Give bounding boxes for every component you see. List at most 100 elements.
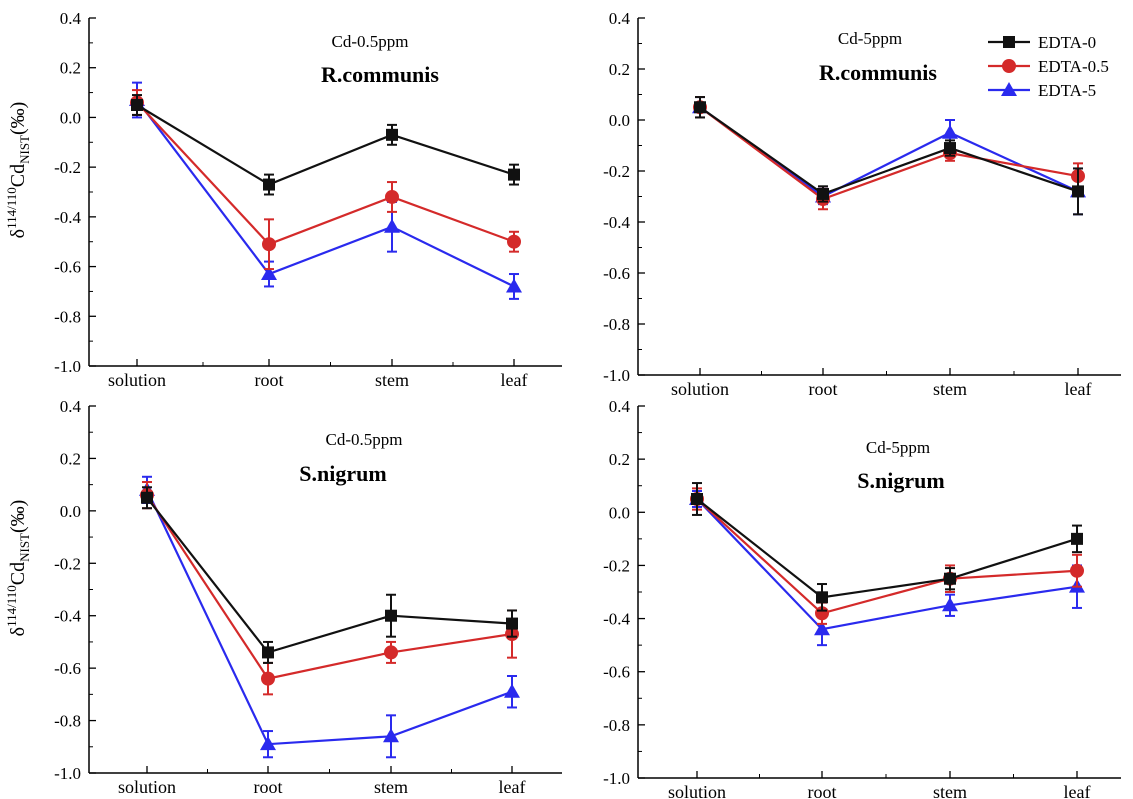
data-point bbox=[694, 101, 706, 114]
data-point bbox=[1070, 563, 1084, 578]
series-line bbox=[699, 106, 1079, 201]
x-tick-label: solution bbox=[668, 782, 726, 799]
y-tick-label: 0.2 bbox=[609, 450, 630, 469]
legend-marker bbox=[1003, 36, 1015, 48]
y-tick-label: 0.2 bbox=[60, 449, 81, 468]
panel-condition-label: Cd-0.5ppm bbox=[326, 430, 403, 449]
y-tick-label: -1.0 bbox=[603, 366, 630, 385]
x-tick-label: root bbox=[255, 370, 284, 390]
y-tick-label: 0.0 bbox=[60, 108, 81, 127]
y-tick-label: 0.4 bbox=[609, 9, 631, 28]
series-line bbox=[146, 489, 513, 746]
series-EDTA-0 bbox=[131, 94, 520, 196]
y-axis-label: δ114/110CdNIST(‰) bbox=[4, 102, 32, 239]
series-line bbox=[136, 101, 515, 246]
data-point bbox=[384, 218, 400, 233]
y-tick-label: -0.8 bbox=[603, 315, 630, 334]
data-point bbox=[262, 646, 274, 659]
y-tick-label: 0.4 bbox=[60, 397, 82, 416]
series-EDTA-0 bbox=[141, 486, 518, 664]
y-tick-label: -1.0 bbox=[54, 357, 81, 376]
y-tick-label: -0.4 bbox=[603, 213, 630, 232]
x-tick-label: stem bbox=[374, 777, 408, 797]
series-EDTA-5 bbox=[139, 475, 520, 759]
x-tick-label: solution bbox=[108, 370, 166, 390]
data-point bbox=[816, 591, 828, 604]
data-point bbox=[385, 189, 399, 204]
y-tick-label: -0.8 bbox=[603, 716, 630, 735]
data-point bbox=[1072, 185, 1084, 198]
x-tick-label: stem bbox=[933, 379, 967, 399]
y-tick-label: -1.0 bbox=[603, 769, 630, 788]
legend-marker bbox=[1002, 59, 1016, 73]
series-line bbox=[136, 99, 515, 288]
chart-panel-bottom-right: 0.4 0.2 0.0 -0.2 -0.4 -0.6 -0.8 -1.0 solution roo… bbox=[603, 397, 1121, 799]
series-line bbox=[696, 498, 1078, 631]
series-line bbox=[696, 498, 1078, 599]
y-tick-label: -0.4 bbox=[54, 607, 81, 626]
data-point bbox=[691, 493, 703, 505]
data-point bbox=[506, 278, 522, 293]
y-tick-label: -0.2 bbox=[603, 556, 630, 575]
y-tick-label: -0.8 bbox=[54, 712, 81, 731]
series-line bbox=[146, 494, 513, 680]
series-EDTA-5 bbox=[689, 490, 1085, 647]
chart-panel-top-left: 0.4 0.2 0.0 -0.2 -0.4 -0.6 -0.8 -1.0 solution roo… bbox=[4, 9, 562, 390]
series-line bbox=[699, 106, 1079, 198]
series-EDTA-0 bbox=[691, 482, 1083, 612]
y-tick-label: 0.0 bbox=[60, 502, 81, 521]
data-point bbox=[262, 237, 276, 252]
x-tick-label: leaf bbox=[1064, 782, 1091, 799]
series-EDTA-5 bbox=[692, 96, 1086, 216]
panel-species-label: S.nigrum bbox=[299, 461, 386, 486]
y-tick-label: -0.6 bbox=[54, 258, 81, 277]
data-point bbox=[944, 142, 956, 155]
y-tick-label: -0.6 bbox=[603, 264, 630, 283]
y-tick-label: -0.6 bbox=[603, 663, 630, 682]
y-tick-label: -0.6 bbox=[54, 659, 81, 678]
legend-label: EDTA-0 bbox=[1038, 33, 1096, 52]
y-tick-label: 0.2 bbox=[60, 59, 81, 78]
legend-label: EDTA-0.5 bbox=[1038, 57, 1109, 76]
x-tick-label: solution bbox=[118, 777, 176, 797]
series-EDTA-0.5 bbox=[693, 96, 1085, 211]
y-tick-label: -0.2 bbox=[54, 158, 81, 177]
x-tick-label: leaf bbox=[499, 777, 526, 797]
y-tick-label: 0.4 bbox=[609, 397, 631, 416]
data-point bbox=[386, 128, 398, 141]
data-point bbox=[1071, 532, 1083, 545]
data-point bbox=[507, 234, 521, 249]
data-point bbox=[131, 99, 143, 111]
legend: EDTA-0 EDTA-0.5 EDTA-5 bbox=[988, 33, 1109, 100]
data-point bbox=[508, 168, 520, 181]
data-point bbox=[141, 491, 153, 504]
panel-condition-label: Cd-0.5ppm bbox=[332, 32, 409, 51]
panel-species-label: R.communis bbox=[321, 62, 439, 87]
series-EDTA-5 bbox=[129, 81, 522, 300]
panel-species-label: R.communis bbox=[819, 60, 937, 85]
x-tick-label: leaf bbox=[501, 370, 528, 390]
data-point bbox=[504, 683, 520, 698]
data-point bbox=[506, 617, 518, 630]
data-point bbox=[942, 124, 958, 139]
series-EDTA-0.5 bbox=[130, 89, 521, 271]
x-tick-label: root bbox=[254, 777, 283, 797]
panel-species-label: S.nigrum bbox=[857, 468, 944, 493]
y-tick-label: 0.2 bbox=[609, 60, 630, 79]
y-tick-label: -0.8 bbox=[54, 307, 81, 326]
series-line bbox=[146, 497, 513, 654]
y-tick-label: 0.0 bbox=[609, 503, 630, 522]
x-tick-label: root bbox=[809, 379, 838, 399]
series-line bbox=[136, 104, 515, 186]
x-tick-label: leaf bbox=[1065, 379, 1092, 399]
y-tick-label: -1.0 bbox=[54, 764, 81, 783]
data-point bbox=[263, 178, 275, 191]
series-line bbox=[696, 498, 1078, 615]
legend-marker bbox=[1001, 82, 1017, 96]
chart-panel-top-right: 0.4 0.2 0.0 -0.2 -0.4 -0.6 -0.8 -1.0 solution roo… bbox=[603, 9, 1121, 399]
data-point bbox=[260, 736, 276, 751]
y-tick-label: -0.2 bbox=[603, 162, 630, 181]
data-point bbox=[814, 621, 830, 636]
data-point bbox=[384, 645, 398, 660]
